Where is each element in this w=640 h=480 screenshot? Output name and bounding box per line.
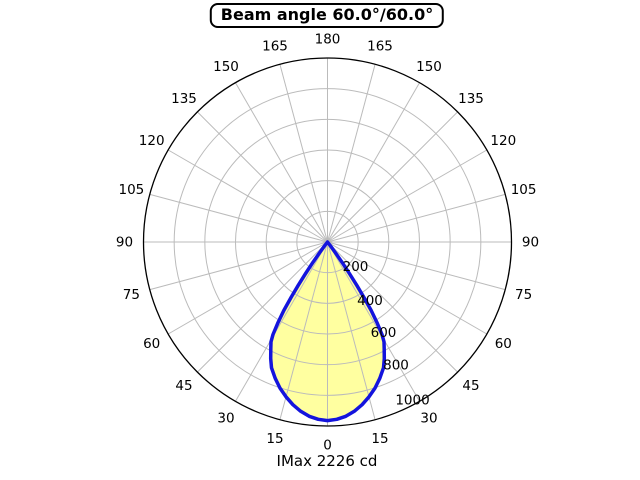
radial-tick-label: 1000 xyxy=(395,393,429,409)
angle-tick-label: 30 xyxy=(420,411,437,427)
spoke-line xyxy=(327,241,488,335)
angle-tick-label: 90 xyxy=(116,235,133,251)
angle-tick-label: 90 xyxy=(522,235,539,251)
spoke-line xyxy=(327,241,376,420)
spoke-line xyxy=(327,64,376,243)
spoke-line xyxy=(279,64,328,243)
spoke-line xyxy=(197,241,328,373)
spoke-line xyxy=(327,241,506,291)
spoke-line xyxy=(167,149,328,243)
spoke-line xyxy=(279,241,328,420)
angle-tick-label: 105 xyxy=(119,182,145,198)
radial-tick-label: 600 xyxy=(371,325,397,341)
spoke-line xyxy=(197,111,328,243)
spoke-line xyxy=(327,82,420,243)
angle-tick-label: 45 xyxy=(175,378,192,394)
radial-tick-label: 800 xyxy=(383,358,409,374)
angle-tick-label: 60 xyxy=(143,336,160,352)
angle-tick-label: 150 xyxy=(416,59,442,75)
angle-tick-label: 45 xyxy=(462,378,479,394)
spoke-line xyxy=(149,193,328,243)
angle-tick-label: 75 xyxy=(515,287,532,303)
radial-tick-label: 400 xyxy=(357,293,383,309)
spoke-line xyxy=(327,193,506,243)
angle-tick-label: 120 xyxy=(139,133,165,149)
angle-tick-label: 30 xyxy=(217,411,234,427)
angle-tick-label: 165 xyxy=(367,39,393,55)
angle-tick-label: 165 xyxy=(262,39,288,55)
spoke-line xyxy=(327,241,458,373)
imax-label: IMax 2226 cd xyxy=(276,452,378,470)
spoke-line xyxy=(167,241,328,335)
spoke-line xyxy=(327,241,420,402)
angle-tick-label: 15 xyxy=(266,431,283,447)
angle-tick-label: 60 xyxy=(495,336,512,352)
spoke-line xyxy=(327,149,488,243)
spoke-line xyxy=(327,111,458,243)
angle-tick-label: 0 xyxy=(323,438,332,454)
spoke-line xyxy=(235,241,328,402)
angle-tick-label: 105 xyxy=(511,182,537,198)
beam-curve xyxy=(268,240,387,423)
angle-tick-label: 135 xyxy=(171,91,197,107)
angle-tick-label: 150 xyxy=(213,59,239,75)
spoke-line xyxy=(235,82,328,243)
radial-tick-label: 200 xyxy=(343,259,369,275)
angle-tick-label: 135 xyxy=(458,91,484,107)
spoke-line xyxy=(149,241,328,291)
angle-tick-label: 120 xyxy=(490,133,516,149)
angle-tick-label: 15 xyxy=(371,431,388,447)
outer-ring xyxy=(142,57,513,427)
angle-tick-label: 180 xyxy=(315,32,341,48)
chart-title: Beam angle 60.0°/60.0° xyxy=(209,3,445,28)
angle-tick-label: 75 xyxy=(123,287,140,303)
